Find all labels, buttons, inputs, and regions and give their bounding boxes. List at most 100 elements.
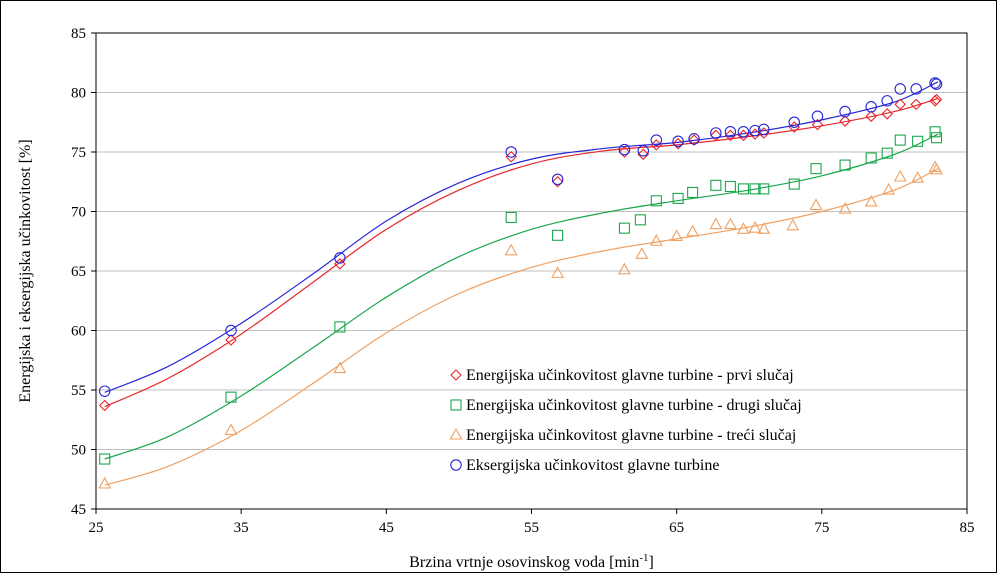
y-tick-label: 75 <box>71 145 86 161</box>
legend-marker-series-3 <box>449 427 463 440</box>
data-point-series-3 <box>786 218 800 231</box>
data-point-series-4 <box>865 101 877 113</box>
y-tick-label: 80 <box>71 86 86 102</box>
x-tick-label: 85 <box>960 520 975 536</box>
data-point-series-2 <box>225 391 237 403</box>
data-point-series-3 <box>224 423 238 436</box>
data-point-series-1 <box>894 98 907 111</box>
data-point-series-3 <box>504 243 518 256</box>
data-point-series-4 <box>758 123 770 136</box>
data-point-series-1 <box>98 399 111 412</box>
legend: Energijska učinkovitost glavne turbine -… <box>449 367 802 474</box>
data-point-series-4 <box>225 324 237 337</box>
data-point-series-3 <box>748 221 762 233</box>
data-point-series-2 <box>810 163 822 175</box>
data-point-series-1 <box>672 137 684 150</box>
data-point-series-2 <box>99 453 111 465</box>
data-point-series-2 <box>788 178 800 190</box>
x-tick-label: 65 <box>669 520 684 536</box>
data-point-series-3 <box>893 169 907 182</box>
data-point-series-2 <box>552 229 564 241</box>
data-point-series-4 <box>929 77 941 89</box>
data-point-series-2 <box>334 321 346 333</box>
data-point-series-3 <box>838 201 852 214</box>
data-point-series-4 <box>551 173 564 186</box>
x-axis-title-superscript: -1 <box>639 552 648 564</box>
data-point-series-4 <box>710 127 722 139</box>
data-point-series-1 <box>749 128 761 140</box>
data-point-series-2 <box>758 183 770 195</box>
x-axis-title-main: Brzina vrtnje osovinskog voda [min <box>409 554 639 571</box>
x-tick-label: 75 <box>814 520 829 536</box>
data-point-series-1 <box>865 110 877 123</box>
data-point-series-3 <box>333 361 347 374</box>
trendline-series-2 <box>104 133 939 460</box>
y-axis-title: Energijska i eksergijska učinkovitost [%… <box>17 139 34 402</box>
y-tick-label: 65 <box>71 264 86 280</box>
data-point-series-3 <box>709 217 723 230</box>
data-point-series-3 <box>809 198 823 211</box>
data-point-series-3 <box>928 160 942 173</box>
y-tick-label: 50 <box>71 443 86 459</box>
data-point-series-4 <box>505 146 517 158</box>
data-point-series-4 <box>618 143 631 156</box>
data-point-series-3 <box>635 247 649 259</box>
data-point-series-3 <box>98 476 112 489</box>
data-point-series-2 <box>710 179 722 191</box>
data-point-series-1 <box>737 129 750 142</box>
data-point-series-1 <box>839 115 851 127</box>
data-point-series-1 <box>551 175 564 188</box>
axis-ticks: 45 50 55 60 65 70 75 80 85 25 35 45 55 65 75 85 <box>71 26 975 536</box>
data-point-series-3 <box>670 229 684 242</box>
y-tick-label: 85 <box>71 26 86 42</box>
data-point-series-3 <box>737 222 750 234</box>
legend-label-series-2: Energijska učinkovitost glavne turbine -… <box>466 397 802 414</box>
legend-label-series-1: Energijska učinkovitost glavne turbine -… <box>466 367 794 384</box>
trendline-series-4 <box>104 81 939 393</box>
data-point-series-1 <box>225 334 237 346</box>
gridlines <box>96 92 967 450</box>
data-point-series-4 <box>672 135 684 148</box>
data-point-series-3 <box>757 222 771 234</box>
x-tick-label: 55 <box>524 520 539 536</box>
data-point-series-1 <box>505 150 517 163</box>
data-point-series-2 <box>929 126 941 138</box>
data-point-series-1 <box>637 148 650 161</box>
data-point-series-2 <box>634 214 646 226</box>
y-tick-label: 45 <box>71 502 86 518</box>
legend-marker-series-4 <box>450 459 462 471</box>
data-point-series-2 <box>724 180 736 193</box>
data-point-series-1 <box>688 134 700 146</box>
data-point-series-4 <box>894 83 906 95</box>
data-point-series-4 <box>688 133 700 145</box>
data-point-series-4 <box>839 105 851 118</box>
data-point-series-4 <box>930 78 943 90</box>
data-point-series-1 <box>650 139 663 151</box>
data-point-series-2 <box>672 192 684 204</box>
data-point-series-1 <box>788 121 801 133</box>
data-point-series-3 <box>911 171 925 183</box>
data-point-series-3 <box>649 234 663 246</box>
legend-label-series-3: Energijska učinkovitost glavne turbine -… <box>466 427 796 444</box>
data-point-series-4 <box>98 385 111 397</box>
data-point-series-4 <box>881 95 893 107</box>
legend-label-series-4: Eksergijska učinkovitost glavne turbine <box>466 457 719 474</box>
data-point-series-2 <box>737 183 749 195</box>
trendlines <box>104 81 939 486</box>
trendline-series-3 <box>104 168 939 486</box>
data-point-series-3 <box>864 194 878 207</box>
data-point-series-1 <box>618 146 631 158</box>
data-point-series-3 <box>617 262 631 275</box>
data-point-series-2 <box>839 159 851 171</box>
data-point-series-4 <box>724 126 737 138</box>
data-point-series-2 <box>618 222 630 234</box>
data-point-series-4 <box>910 83 922 95</box>
data-point-series-3 <box>551 266 565 278</box>
data-point-series-4 <box>749 124 761 137</box>
x-tick-label: 35 <box>234 520 249 536</box>
x-tick-label: 45 <box>379 520 394 536</box>
data-point-series-4 <box>737 126 750 138</box>
